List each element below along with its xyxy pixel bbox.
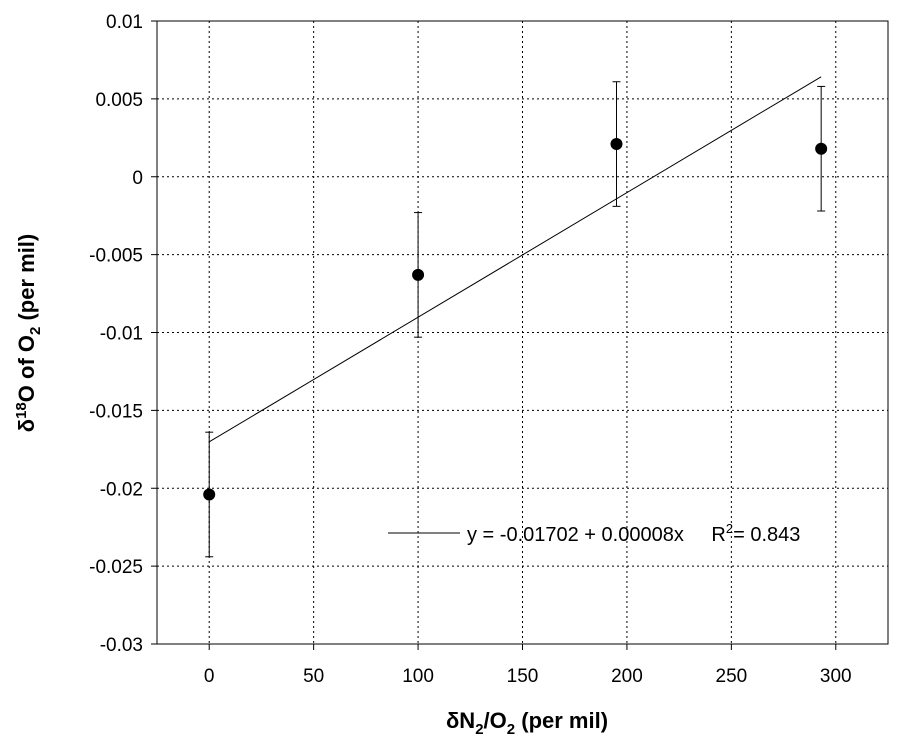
legend-r2-sup: 2 — [726, 521, 733, 536]
x-tick-label: 150 — [507, 666, 539, 687]
legend-equation: y = -0.01702 + 0.00008x — [467, 524, 684, 546]
y-tick-label: -0.005 — [89, 246, 143, 267]
y-tick-label: 0.01 — [106, 12, 143, 33]
y-tick-label: 0.005 — [95, 90, 143, 111]
data-point — [203, 488, 215, 500]
y-tick-label: -0.01 — [100, 324, 143, 345]
x-tick-label: 50 — [303, 666, 324, 687]
x-tick-label: 200 — [611, 666, 643, 687]
data-point — [412, 269, 424, 281]
legend-r2-label: R — [711, 524, 725, 546]
legend: y = -0.01702 + 0.00008x R2= 0.843 — [388, 521, 800, 546]
error-bars — [205, 82, 825, 557]
data-point — [815, 143, 827, 155]
legend-equation-text: y = -0.01702 + 0.00008x R2= 0.843 — [467, 521, 800, 546]
x-axis-title: δN2/O2 (per mil) — [446, 708, 608, 738]
x-tick-label: 300 — [820, 666, 852, 687]
y-tick-label: -0.03 — [100, 635, 143, 656]
y-tick-label: -0.025 — [89, 557, 143, 578]
x-tick-label: 250 — [716, 666, 748, 687]
x-tick-label: 100 — [402, 666, 434, 687]
data-point — [610, 138, 622, 150]
x-axis-ticks: 0 50 100 150 200 250 300 — [204, 644, 852, 687]
fit-line — [209, 77, 821, 442]
y-tick-label: -0.02 — [100, 479, 143, 500]
y-tick-label: 0 — [132, 168, 143, 189]
y-axis-title: δ18O of O2 (per mil) — [13, 234, 44, 433]
y-axis-ticks: 0.01 0.005 0 -0.005 -0.01 -0.015 -0.02 -0.025 -0… — [89, 12, 157, 656]
x-tick-label: 0 — [204, 666, 215, 687]
y-tick-label: -0.015 — [89, 401, 143, 422]
legend-r2-value: = 0.843 — [733, 524, 800, 546]
data-points — [203, 138, 827, 500]
gridlines — [157, 21, 888, 644]
fit-line-group — [209, 77, 821, 442]
